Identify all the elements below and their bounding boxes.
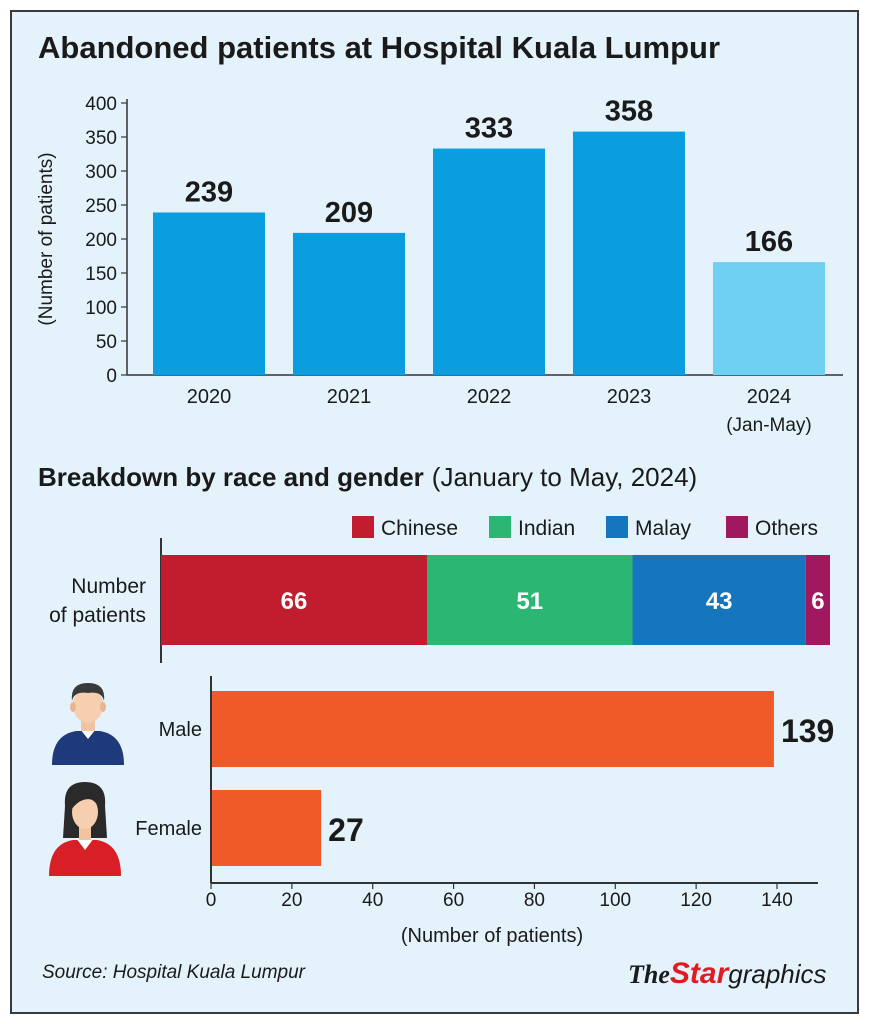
bar-female [212, 790, 322, 866]
segment-others [805, 555, 830, 645]
gender-value-label: 27 [328, 812, 364, 848]
legend-swatch [352, 516, 374, 538]
yearly-bar-chart: 0 50 100 150 200 250 300 350 400 (Number of patie… [36, 94, 843, 436]
x-tick-label: 2022 [467, 386, 512, 408]
legend-swatch [489, 516, 511, 538]
segment-indian [426, 555, 633, 645]
female-person-icon [49, 782, 121, 876]
bar-2023 [573, 131, 685, 375]
x-tick-label: 0 [206, 890, 217, 911]
logo-graphics: graphics [728, 959, 826, 989]
bar-value-label: 209 [325, 197, 373, 229]
breakdown-title: Breakdown by race and gender (January to … [38, 462, 697, 492]
bar-2024 [713, 262, 825, 375]
x-tick-sublabel: (Jan-May) [726, 415, 812, 436]
y-tick-label: 150 [85, 264, 117, 285]
segment-value-label: 43 [706, 588, 733, 615]
male-person-icon [52, 683, 124, 765]
stack-category-label-line1: Number [71, 575, 146, 598]
publisher-logo: TheStargraphics [628, 957, 827, 990]
y-tick-label: 50 [96, 332, 117, 353]
x-tick-label: 80 [524, 890, 545, 911]
x-tick-label: 140 [761, 890, 793, 911]
legend-label: Indian [518, 517, 575, 540]
source-note: Source: Hospital Kuala Lumpur [42, 962, 306, 983]
legend-swatch [606, 516, 628, 538]
bar-value-label: 239 [185, 176, 233, 208]
segment-value-label: 66 [281, 588, 308, 615]
breakdown-title-period: (January to May, 2024) [432, 462, 697, 492]
x-tick-label: 120 [680, 890, 712, 911]
bar-2020 [153, 212, 265, 375]
race-legend: Chinese Indian Malay Others [352, 516, 818, 540]
logo-the: The [628, 960, 670, 989]
y-tick-label: 400 [85, 94, 117, 115]
y-tick-label: 250 [85, 196, 117, 217]
gender-bar-chart: 0 20 40 60 80 100 120 140 (Number of patients) Ma… [135, 676, 834, 947]
segment-value-label: 51 [516, 588, 543, 615]
race-stacked-bar: Number of patients 66 51 43 6 [49, 538, 830, 663]
y-tick-label: 350 [85, 128, 117, 149]
y-tick-label: 0 [106, 366, 117, 387]
gender-value-label: 139 [781, 713, 834, 749]
segment-value-label: 6 [811, 588, 824, 615]
x-tick-label: 60 [443, 890, 464, 911]
legend-label: Others [755, 517, 818, 540]
bar-male [212, 691, 774, 767]
bar-2022 [433, 148, 545, 375]
y-tick-label: 200 [85, 230, 117, 251]
x-tick-label: 2021 [327, 386, 372, 408]
segment-chinese [161, 555, 427, 645]
y-tick-label: 100 [85, 298, 117, 319]
bar-2021 [293, 232, 405, 375]
bar-value-label: 333 [465, 113, 513, 145]
logo-star: Star [670, 957, 731, 990]
y-tick-label: 300 [85, 162, 117, 183]
stack-category-label-line2: of patients [49, 604, 146, 627]
bar-value-label: 166 [745, 226, 793, 258]
x-tick-label: 20 [281, 890, 302, 911]
breakdown-title-bold: Breakdown by race and gender [38, 462, 424, 492]
x-tick-label: 2020 [187, 386, 232, 408]
chart-title: Abandoned patients at Hospital Kuala Lum… [38, 30, 720, 65]
legend-swatch [726, 516, 748, 538]
legend-label: Chinese [381, 517, 458, 540]
bar-value-label: 358 [605, 96, 653, 128]
x-tick-label: 100 [599, 890, 631, 911]
x-tick-label: 2023 [607, 386, 652, 408]
legend-label: Malay [635, 517, 692, 540]
segment-malay [632, 555, 806, 645]
x-axis-title: (Number of patients) [401, 925, 583, 947]
x-tick-label: 40 [362, 890, 383, 911]
gender-category-label: Male [159, 719, 202, 741]
gender-category-label: Female [135, 818, 202, 840]
y-axis-title: (Number of patients) [36, 152, 57, 325]
x-tick-label: 2024 [747, 386, 792, 408]
